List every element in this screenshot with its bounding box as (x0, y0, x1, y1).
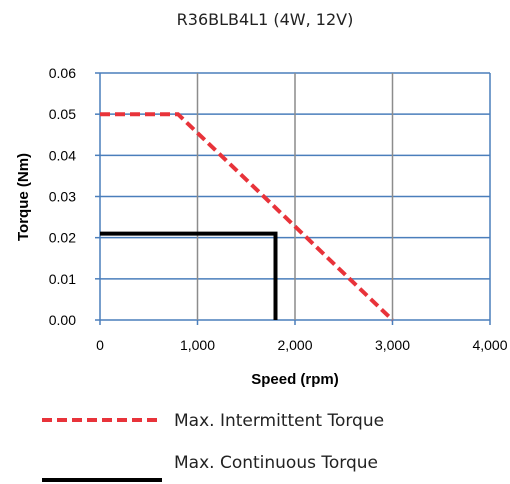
legend-label: Max. Continuous Torque (174, 453, 378, 473)
y-axis-ticks: 0.00 0.01 0.02 0.03 0.04 0.05 0.06 (49, 65, 76, 328)
legend: Max. Intermittent Torque Max. Continuous … (42, 411, 384, 482)
x-tick-label: 2,000 (277, 337, 312, 353)
y-tick-label: 0.01 (49, 271, 76, 287)
y-tick-label: 0.02 (49, 230, 76, 246)
series-lines (100, 112, 394, 322)
grid (95, 72, 491, 325)
x-axis-ticks: 0 1,000 2,000 3,000 4,000 (96, 337, 508, 353)
series-line-continuous (100, 231, 278, 320)
x-tick-label: 3,000 (375, 337, 410, 353)
y-tick-label: 0.04 (49, 147, 76, 163)
series-line-intermittent (100, 112, 394, 322)
y-tick-label: 0.06 (49, 65, 76, 81)
y-tick-label: 0.00 (49, 312, 76, 328)
x-tick-label: 4,000 (472, 337, 507, 353)
legend-label: Max. Intermittent Torque (174, 411, 384, 431)
chart-title: R36BLB4L1 (4W, 12V) (177, 10, 354, 29)
x-tick-label: 1,000 (180, 337, 215, 353)
y-tick-label: 0.03 (49, 189, 76, 205)
x-axis-label: Speed (rpm) (251, 371, 339, 388)
y-axis-label: Torque (Nm) (15, 153, 32, 241)
y-tick-label: 0.05 (49, 106, 76, 122)
x-tick-label: 0 (96, 337, 104, 353)
